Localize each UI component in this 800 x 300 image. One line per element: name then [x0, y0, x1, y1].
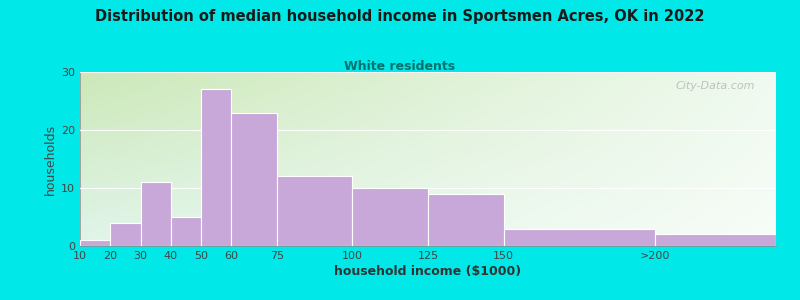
Bar — [201, 89, 231, 246]
Bar — [170, 217, 201, 246]
Bar — [504, 229, 655, 246]
Y-axis label: households: households — [44, 123, 57, 195]
Bar — [655, 234, 776, 246]
Bar — [352, 188, 428, 246]
Bar — [80, 240, 110, 246]
Bar — [110, 223, 141, 246]
Bar — [277, 176, 352, 246]
Bar — [428, 194, 504, 246]
Bar — [231, 112, 277, 246]
Text: City-Data.com: City-Data.com — [676, 81, 755, 91]
X-axis label: household income ($1000): household income ($1000) — [334, 265, 522, 278]
Bar — [141, 182, 170, 246]
Text: Distribution of median household income in Sportsmen Acres, OK in 2022: Distribution of median household income … — [95, 9, 705, 24]
Text: White residents: White residents — [345, 60, 455, 73]
